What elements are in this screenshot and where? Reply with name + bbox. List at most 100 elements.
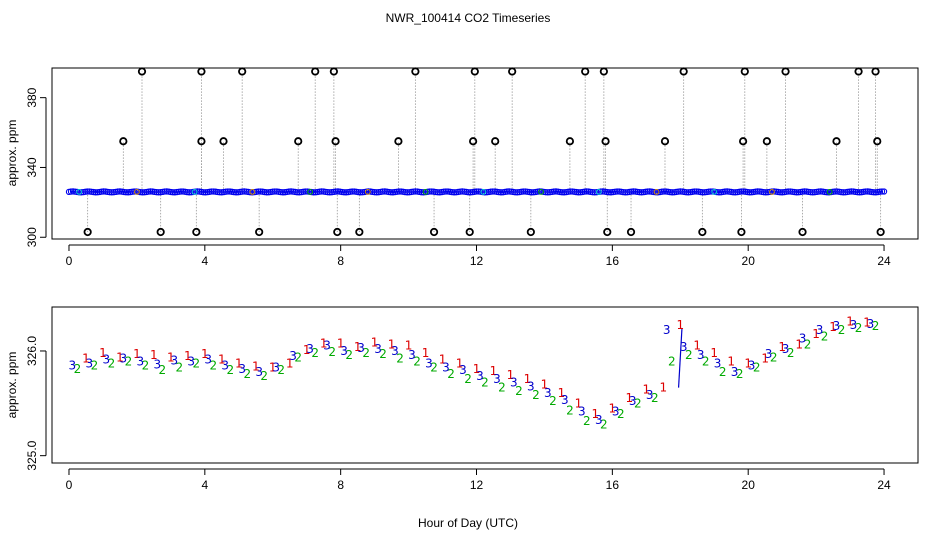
baseline-point — [106, 189, 113, 196]
outlier-point — [832, 137, 841, 146]
series-3-point: 3 — [612, 405, 620, 419]
baseline-point — [793, 189, 800, 196]
series-2-point: 2 — [753, 361, 761, 375]
baseline-point — [271, 188, 278, 195]
series-3-point: 3 — [272, 361, 280, 375]
top-axes: 0 4 8 12 16 20 24 300 340 380 — [25, 87, 891, 268]
baseline-point — [84, 188, 91, 195]
baseline-point — [263, 189, 270, 196]
baseline-point — [854, 189, 861, 196]
baseline-point — [373, 189, 380, 196]
series-3-point: 3 — [204, 352, 212, 366]
baseline-point — [807, 189, 814, 196]
baseline-point — [762, 189, 770, 196]
baseline-point — [668, 189, 676, 196]
baseline-point — [381, 188, 388, 195]
series-2-point: 2 — [396, 351, 404, 365]
baseline-point — [177, 188, 185, 195]
baseline-point — [691, 188, 698, 195]
series-3-point: 3 — [731, 365, 739, 379]
x-tick-label-bottom: 8 — [337, 478, 344, 492]
series-1-point: 1 — [659, 381, 667, 395]
baseline-point — [334, 188, 342, 195]
outlier-point — [871, 67, 880, 76]
series-1-point: 1 — [82, 351, 90, 365]
baseline-point — [738, 188, 745, 195]
baseline-point — [131, 188, 138, 195]
series-3-point: 3 — [119, 351, 127, 365]
baseline-point — [155, 189, 162, 196]
series-2-point: 2 — [159, 363, 167, 377]
baseline-point — [340, 189, 348, 196]
series-1-point: 1 — [99, 346, 107, 360]
series-3-point: 3 — [408, 348, 416, 362]
baseline-point — [473, 188, 480, 195]
baseline-point — [730, 189, 737, 196]
outlier-point — [626, 227, 636, 237]
baseline-point — [100, 188, 107, 195]
outlier-point — [197, 137, 206, 146]
series-3-point: 3 — [476, 369, 484, 383]
x-tick-label-bottom: 4 — [201, 478, 208, 492]
series-3-point: 3 — [221, 359, 229, 373]
baseline-point — [817, 188, 825, 195]
outlier-point — [740, 67, 749, 76]
baseline-point — [666, 188, 674, 196]
series-1-point: 1 — [167, 350, 175, 364]
series-2-point: 2 — [838, 323, 846, 337]
baseline-point — [326, 189, 333, 196]
baseline-point — [67, 188, 75, 195]
series-3-point: 3 — [680, 340, 688, 354]
series-3-point: 3 — [782, 342, 790, 356]
baseline-point — [597, 188, 604, 195]
baseline-point — [552, 188, 560, 195]
outlier-point — [469, 137, 478, 146]
outlier-point — [873, 137, 882, 146]
series-2-point: 2 — [74, 362, 82, 376]
series-3-point: 3 — [374, 342, 382, 356]
baseline-point — [495, 189, 503, 196]
series-1-point: 1 — [473, 362, 481, 376]
series-2-point: 2 — [226, 363, 234, 377]
outlier-point — [465, 227, 474, 237]
baseline-point — [512, 189, 519, 196]
series-2-point: 2 — [193, 357, 201, 371]
outlier-point — [762, 137, 771, 146]
y-tick-label-top: 380 — [25, 87, 39, 107]
baseline-point — [324, 189, 331, 196]
outlier-point — [470, 67, 479, 76]
baseline-point — [277, 189, 285, 196]
series-1-point: 1 — [541, 377, 549, 391]
baseline-point — [505, 188, 513, 195]
baseline-point — [230, 188, 238, 196]
baseline-point — [528, 189, 535, 196]
baseline-point — [840, 189, 847, 196]
baseline-point — [232, 189, 240, 196]
outlier-point — [355, 227, 364, 237]
series-2-point: 2 — [600, 417, 608, 431]
baseline-accent-point — [538, 188, 544, 195]
baseline-point — [98, 188, 105, 195]
series-2-point: 2 — [821, 329, 829, 343]
baseline-point — [809, 189, 816, 196]
series-2-point: 2 — [379, 347, 387, 361]
baseline-point — [208, 188, 215, 195]
outlier-point — [508, 67, 517, 76]
series-3-point: 3 — [816, 323, 824, 337]
top-data-layer — [65, 67, 888, 237]
series-3-point: 3 — [323, 339, 331, 353]
series-2-point: 2 — [108, 357, 116, 371]
baseline-point — [638, 189, 645, 196]
baseline-point — [371, 189, 378, 196]
x-tick-label-top: 20 — [742, 254, 756, 268]
baseline-point — [169, 189, 177, 196]
series-3-point: 3 — [629, 394, 637, 408]
baseline-point — [713, 188, 721, 196]
baseline-point — [465, 189, 472, 196]
series-3-point: 3 — [357, 341, 365, 355]
series-1-point: 1 — [133, 347, 141, 361]
baseline-point — [630, 188, 637, 195]
outlier-point — [599, 67, 608, 76]
series-2-point: 2 — [430, 361, 438, 375]
series-1-point: 1 — [846, 315, 854, 329]
